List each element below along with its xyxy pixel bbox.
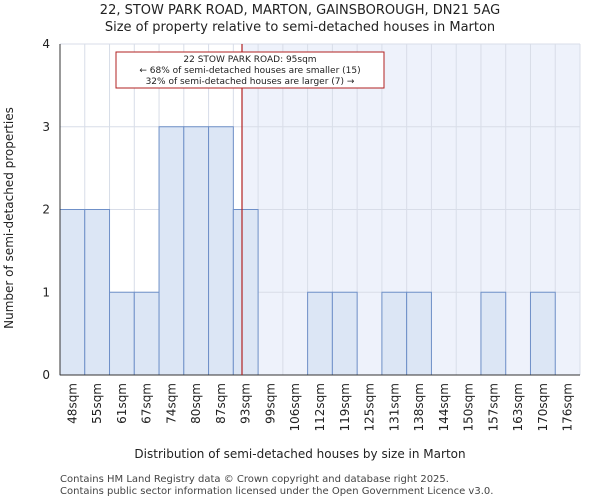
bar-87sqm [208, 126, 234, 376]
bar-74sqm [158, 126, 185, 376]
bar-112sqm [307, 291, 333, 376]
chart-subtitle: Size of property relative to semi-detach… [105, 20, 495, 35]
annotation-line: 32% of semi-detached houses are larger (… [146, 77, 355, 87]
bar-170sqm [529, 291, 556, 376]
x-tick-label: 99sqm [263, 383, 277, 424]
footer-line-2: Contains public sector information licen… [60, 486, 493, 497]
x-tick-label: 170sqm [536, 383, 550, 431]
x-tick-label: 74sqm [164, 383, 178, 424]
x-tick-label: 157sqm [486, 383, 500, 431]
x-tick-label: 67sqm [140, 383, 154, 424]
annotation-box [115, 51, 385, 89]
x-tick-label: 61sqm [115, 383, 129, 424]
bar-80sqm [183, 126, 210, 376]
bar-157sqm [480, 291, 507, 376]
footer-line-1: Contains HM Land Registry data © Crown c… [60, 474, 449, 485]
x-tick-label: 138sqm [412, 383, 426, 431]
x-tick-label: 106sqm [288, 383, 302, 431]
x-tick-label: 176sqm [561, 383, 575, 431]
bar-93sqm [232, 209, 259, 376]
x-axis-label: Distribution of semi-detached houses by … [134, 447, 465, 461]
x-tick-label: 163sqm [511, 383, 525, 431]
bar-61sqm [109, 291, 135, 376]
x-tick-label: 119sqm [338, 383, 352, 431]
bar-131sqm [381, 291, 408, 376]
x-tick-label: 144sqm [437, 383, 451, 431]
chart-title: 22, STOW PARK ROAD, MARTON, GAINSBOROUGH… [100, 3, 500, 18]
bar-138sqm [406, 291, 432, 376]
x-tick-label: 112sqm [313, 383, 327, 431]
x-tick-label: 87sqm [214, 383, 228, 424]
x-tick-label: 55sqm [90, 383, 104, 424]
y-tick-label: 0 [42, 368, 50, 382]
x-tick-label: 93sqm [239, 383, 253, 424]
x-tick-label: 48sqm [65, 383, 79, 424]
annotation-line: ← 68% of semi-detached houses are smalle… [139, 66, 360, 76]
bar-119sqm [331, 291, 358, 376]
annotation-line: 22 STOW PARK ROAD: 95sqm [183, 55, 316, 65]
y-tick-label: 4 [42, 37, 50, 51]
y-tick-label: 1 [42, 285, 50, 299]
y-axis-label: Number of semi-detached properties [2, 107, 16, 329]
x-tick-label: 125sqm [363, 383, 377, 431]
bar-48sqm [59, 209, 86, 376]
bar-55sqm [84, 209, 111, 376]
y-tick-label: 3 [42, 120, 50, 134]
x-tick-label: 131sqm [387, 383, 401, 431]
plot-area: 0 1 2 3 4 48sqm 55sqm 61sqm 67sqm 74sqm 80sqm 87sqm… [42, 37, 581, 431]
y-tick-label: 2 [42, 203, 50, 217]
x-tick-label: 80sqm [189, 383, 203, 424]
x-tick-label: 150sqm [462, 383, 476, 431]
bar-67sqm [133, 291, 160, 376]
